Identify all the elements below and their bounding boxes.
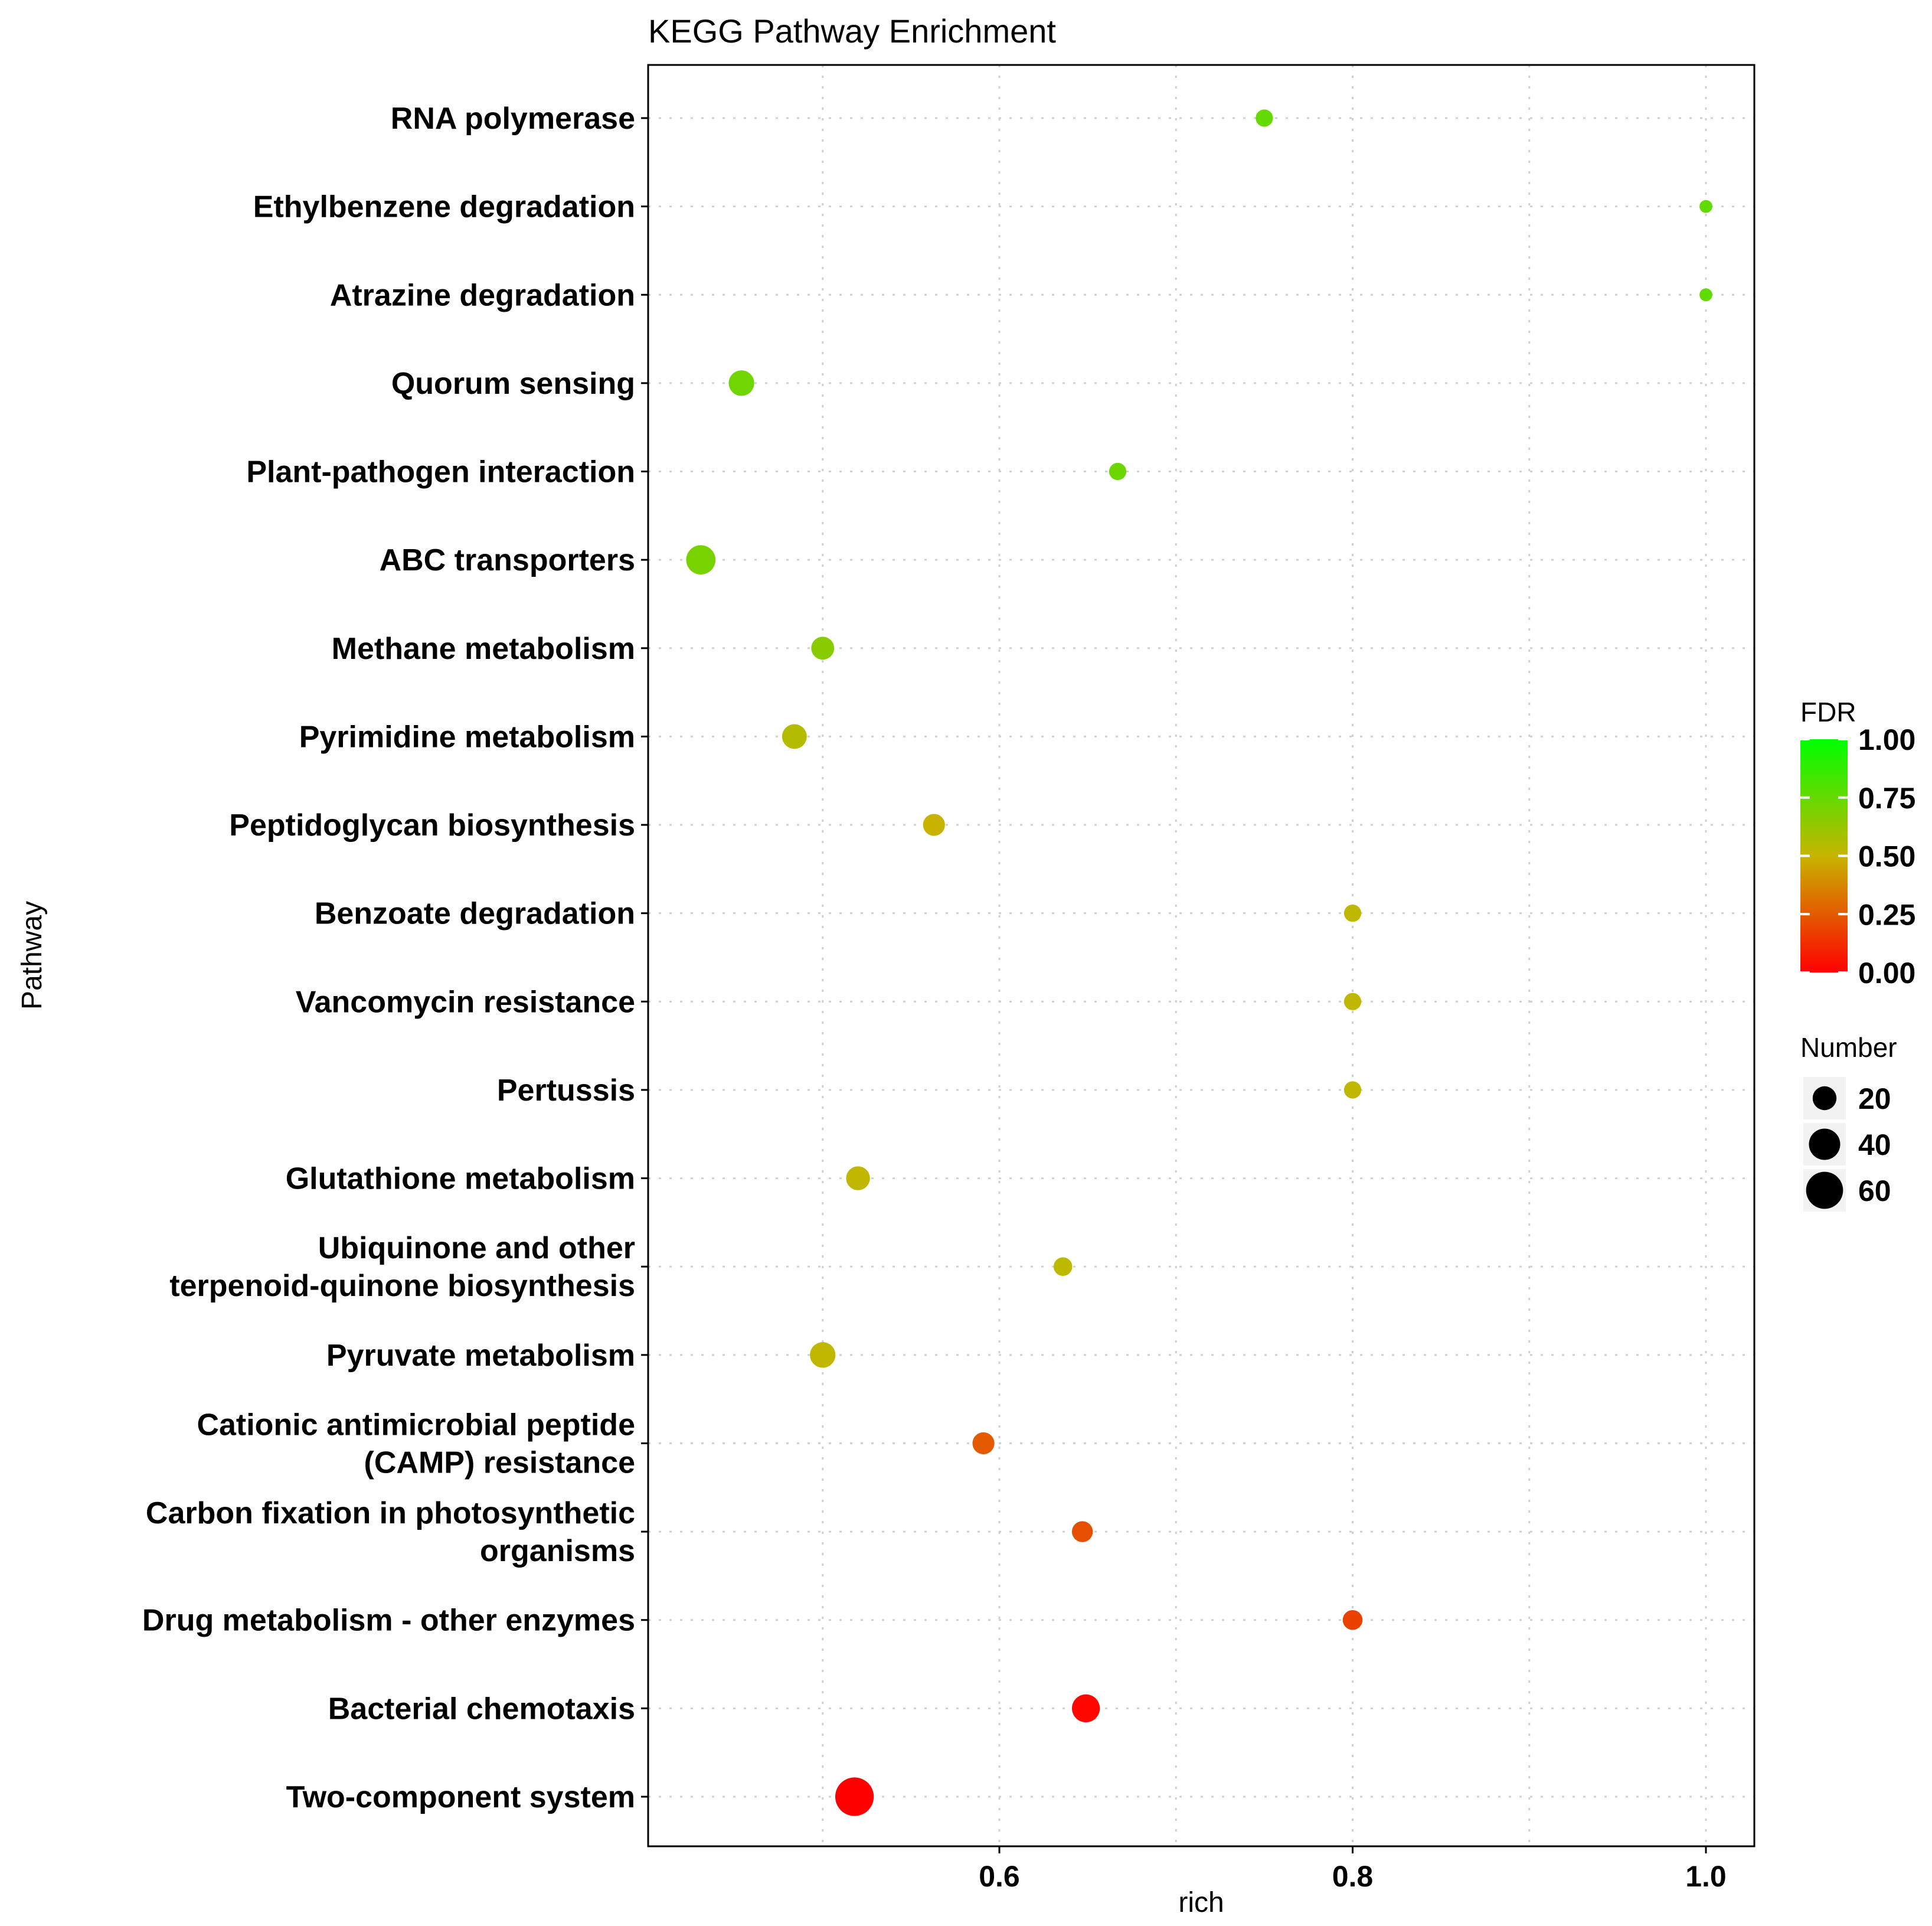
pathway-label: Benzoate degradation bbox=[315, 897, 635, 931]
pathway-label: Two-component system bbox=[286, 1780, 635, 1814]
pathway-label: Peptidoglycan biosynthesis bbox=[229, 808, 635, 843]
fdr-tick-label: 1.00 bbox=[1858, 723, 1915, 756]
size-key-dot bbox=[1809, 1128, 1841, 1160]
x-tick-label: 0.6 bbox=[979, 1860, 1020, 1893]
data-point bbox=[1343, 905, 1362, 922]
data-point bbox=[1343, 993, 1362, 1010]
data-point bbox=[1343, 1081, 1362, 1099]
size-key-label: 60 bbox=[1858, 1174, 1891, 1207]
data-point bbox=[835, 1777, 874, 1816]
pathway-labels: RNA polymerase Ethylbenzene degradation At… bbox=[142, 102, 648, 1814]
data-point bbox=[1071, 1521, 1093, 1542]
pathway-label: Quorum sensing bbox=[391, 367, 635, 401]
pathway-label: Plant-pathogen interaction bbox=[246, 455, 635, 489]
fdr-tick-label: 0.25 bbox=[1858, 898, 1915, 931]
data-point bbox=[686, 545, 716, 574]
pathway-label: Carbon fixation in photosynthetic organis… bbox=[146, 1496, 635, 1568]
data-point bbox=[972, 1432, 995, 1455]
fdr-tick-label: 0.75 bbox=[1858, 782, 1915, 815]
data-point bbox=[728, 370, 754, 396]
size-key-label: 40 bbox=[1858, 1128, 1891, 1161]
data-point bbox=[1053, 1257, 1073, 1276]
chart-title: KEGG Pathway Enrichment bbox=[648, 12, 1056, 50]
grid-lines bbox=[648, 65, 1754, 1846]
data-point bbox=[811, 636, 835, 660]
data-point bbox=[923, 814, 945, 836]
pathway-label: Atrazine degradation bbox=[330, 278, 635, 312]
size-key-dot bbox=[1812, 1086, 1837, 1111]
number-legend-title: Number bbox=[1800, 1032, 1897, 1063]
x-axis-title: rich bbox=[1178, 1887, 1224, 1918]
y-axis-title: Pathway bbox=[17, 901, 48, 1010]
fdr-legend: FDR 1.00 0.75 0.50 0.25 0.00 bbox=[1800, 697, 1915, 990]
data-point bbox=[1699, 288, 1712, 302]
pathway-label: Pyruvate metabolism bbox=[326, 1339, 635, 1373]
pathway-label: Pertussis bbox=[497, 1073, 635, 1108]
pathway-label: Bacterial chemotaxis bbox=[328, 1692, 635, 1726]
data-point bbox=[846, 1166, 870, 1190]
pathway-label: Methane metabolism bbox=[332, 632, 635, 666]
fdr-legend-title: FDR bbox=[1800, 697, 1856, 727]
pathway-label: Drug metabolism - other enzymes bbox=[142, 1604, 635, 1638]
size-key-dot bbox=[1806, 1171, 1843, 1209]
pathway-label: Cationic antimicrobial peptide (CAMP) res… bbox=[197, 1408, 635, 1480]
pathway-label: Pyrimidine metabolism bbox=[299, 720, 635, 754]
fdr-tick-label: 0.50 bbox=[1858, 840, 1915, 873]
number-legend: Number 20 40 60 bbox=[1800, 1032, 1897, 1212]
plot-panel-border bbox=[647, 64, 1756, 1847]
pathway-label: ABC transporters bbox=[380, 543, 635, 577]
data-point bbox=[1072, 1694, 1100, 1722]
pathway-label: Glutathione metabolism bbox=[286, 1162, 635, 1196]
fdr-legend-ticks: 1.00 0.75 0.50 0.25 0.00 bbox=[1800, 723, 1915, 990]
pathway-label: Ubiquinone and other terpenoid-quinone bi… bbox=[169, 1231, 635, 1303]
data-point bbox=[1342, 1610, 1363, 1630]
data-point bbox=[1256, 109, 1273, 127]
x-axis-ticks: 0.6 0.8 1.0 bbox=[979, 1846, 1727, 1893]
pathway-label: Vancomycin resistance bbox=[296, 985, 635, 1019]
data-point bbox=[1699, 200, 1712, 213]
pathway-label: Ethylbenzene degradation bbox=[253, 190, 635, 224]
x-tick-label: 0.8 bbox=[1332, 1860, 1374, 1893]
data-points bbox=[686, 109, 1712, 1816]
pathway-label: RNA polymerase bbox=[391, 102, 635, 136]
data-point bbox=[1109, 462, 1127, 481]
data-point bbox=[810, 1342, 836, 1368]
fdr-tick-label: 0.00 bbox=[1858, 957, 1915, 990]
x-tick-label: 1.0 bbox=[1685, 1860, 1727, 1893]
data-point bbox=[782, 724, 807, 749]
number-legend-keys: 20 40 60 bbox=[1803, 1077, 1891, 1212]
size-key-label: 20 bbox=[1858, 1082, 1891, 1115]
